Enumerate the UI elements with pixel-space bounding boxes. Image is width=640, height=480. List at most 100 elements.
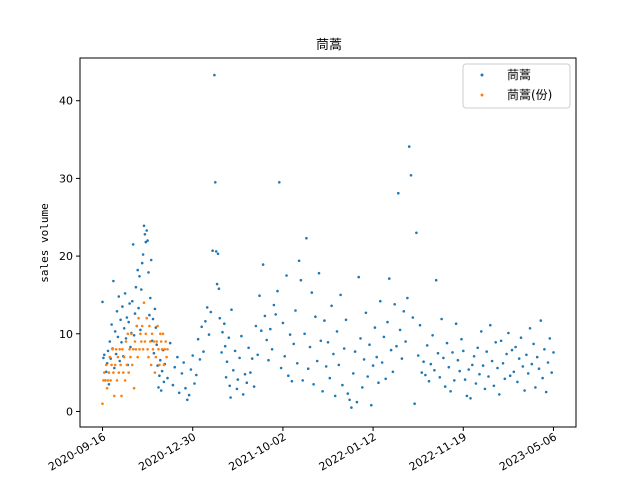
data-point <box>134 285 138 289</box>
data-point <box>368 343 371 347</box>
data-point <box>228 384 231 388</box>
data-point <box>247 346 250 350</box>
legend-label: 茼蒿 <box>507 68 531 82</box>
data-point <box>213 73 216 77</box>
data-point <box>526 372 530 375</box>
data-point <box>232 369 235 372</box>
data-point <box>517 357 521 360</box>
data-point <box>122 371 125 374</box>
data-point <box>425 344 429 347</box>
data-point <box>283 355 287 358</box>
y-tick-label: 20 <box>59 250 73 263</box>
data-point <box>409 174 413 177</box>
data-point <box>145 229 148 232</box>
data-point <box>240 334 243 338</box>
data-point <box>481 364 485 367</box>
data-point <box>137 316 140 320</box>
data-point <box>189 368 193 371</box>
data-point <box>371 364 375 367</box>
data-point <box>156 324 159 328</box>
data-point <box>352 372 355 375</box>
data-point <box>120 394 123 398</box>
y-tick-label: 30 <box>59 172 73 185</box>
data-point <box>140 324 144 328</box>
data-point <box>270 348 274 351</box>
data-point <box>149 296 152 300</box>
data-point <box>141 348 145 351</box>
data-point <box>235 387 239 391</box>
data-point <box>160 369 164 373</box>
data-point <box>114 352 118 356</box>
data-point <box>418 323 422 327</box>
data-point <box>534 386 537 389</box>
data-point <box>357 275 361 279</box>
data-point <box>521 365 525 368</box>
data-point <box>303 332 306 336</box>
data-point <box>114 348 118 351</box>
data-point <box>133 312 137 315</box>
data-point <box>238 356 241 360</box>
data-point <box>366 375 370 378</box>
data-point <box>177 391 181 395</box>
data-point <box>471 363 474 367</box>
data-point <box>476 346 480 350</box>
data-point <box>187 393 191 397</box>
data-point <box>463 378 467 381</box>
data-point <box>391 370 395 374</box>
data-point <box>101 300 104 304</box>
data-point <box>217 287 221 291</box>
data-point <box>128 348 131 351</box>
chart-title: 茼蒿 <box>316 38 342 53</box>
data-point <box>429 362 433 366</box>
data-point <box>440 317 443 321</box>
data-point <box>433 369 436 372</box>
data-point <box>341 383 344 387</box>
data-point <box>499 339 503 343</box>
data-point <box>211 249 214 252</box>
y-tick-label: 0 <box>66 405 73 418</box>
data-point <box>209 310 213 314</box>
data-point <box>402 310 406 313</box>
data-point <box>355 400 359 404</box>
data-point <box>207 333 211 336</box>
data-point <box>324 365 328 368</box>
data-point <box>153 371 157 374</box>
data-point <box>117 295 121 298</box>
data-point <box>159 332 162 336</box>
data-point <box>465 394 469 398</box>
data-point <box>445 341 449 345</box>
data-point <box>184 386 187 390</box>
data-point <box>157 348 160 351</box>
data-point <box>115 310 119 313</box>
data-point <box>103 353 106 357</box>
data-point <box>380 361 384 364</box>
data-point <box>149 340 152 343</box>
data-point <box>323 319 326 322</box>
data-point <box>155 340 158 343</box>
data-point <box>122 355 126 359</box>
data-point <box>389 348 393 352</box>
data-point <box>434 278 438 282</box>
data-point <box>230 308 233 312</box>
data-point <box>537 367 541 371</box>
data-point <box>379 299 382 303</box>
data-point <box>375 355 379 359</box>
data-point <box>140 261 144 265</box>
data-point <box>128 302 131 305</box>
data-point <box>478 372 481 376</box>
data-point <box>431 334 434 337</box>
data-point <box>276 289 279 293</box>
data-point <box>404 340 407 343</box>
data-point <box>512 370 516 374</box>
data-point <box>384 377 388 381</box>
data-point <box>162 363 166 367</box>
data-point <box>269 327 272 331</box>
data-point <box>159 340 163 343</box>
data-point <box>285 274 288 277</box>
data-point <box>348 398 351 402</box>
data-point <box>359 337 362 340</box>
data-point <box>133 340 137 343</box>
data-point <box>256 353 260 357</box>
data-point <box>326 341 330 344</box>
